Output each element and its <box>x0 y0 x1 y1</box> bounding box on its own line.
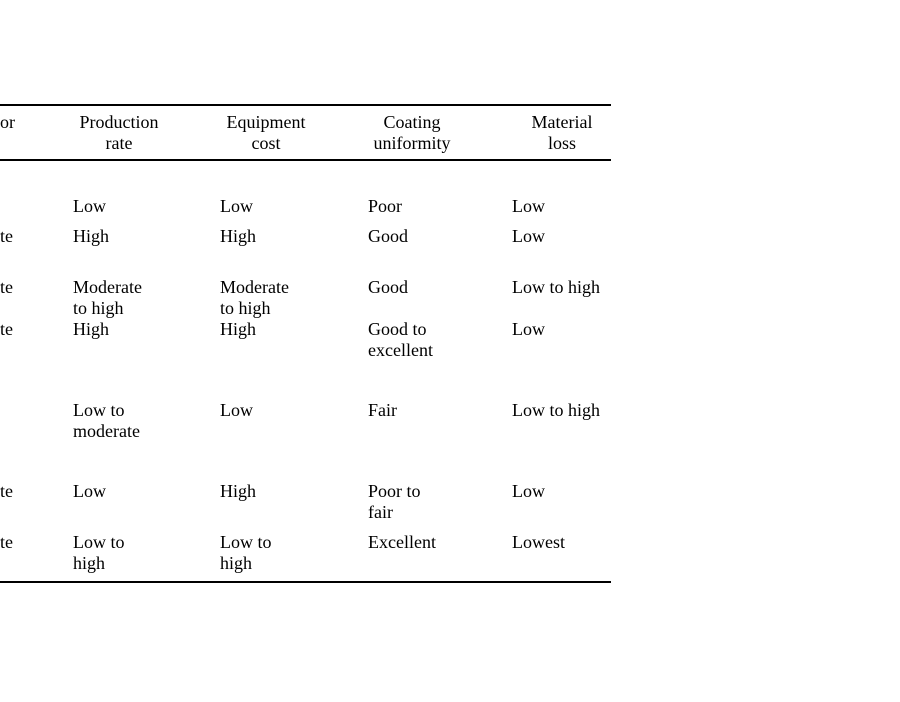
header-equipment-cost: Equipment cost <box>226 112 306 153</box>
cell-equipment-cost: Moderate to high <box>220 277 289 318</box>
cell-material-loss: Low <box>512 319 545 339</box>
table-row: te High High Good to excellent Low <box>0 319 611 361</box>
table-top-rule <box>0 104 611 106</box>
cell-labor <box>0 196 73 217</box>
cell-material-loss: Low <box>512 226 545 246</box>
table-bottom-rule <box>0 581 611 583</box>
table-row: te Low to high Low to high Excellent Low… <box>0 532 611 574</box>
cell-coating-uniformity: Fair <box>368 400 397 420</box>
cell-production-rate: High <box>73 319 109 339</box>
header-labor-fragment: or <box>0 112 15 132</box>
table-row: te Low High Poor to fair Low <box>0 481 611 523</box>
cell-material-loss: Low <box>512 196 545 216</box>
cell-equipment-cost: Low <box>220 400 253 420</box>
header-material-loss: Material loss <box>531 112 593 153</box>
cell-coating-uniformity: Good <box>368 226 408 246</box>
cell-coating-uniformity: Good <box>368 277 408 297</box>
cell-coating-uniformity: Excellent <box>368 532 436 552</box>
cell-production-rate: Low to moderate <box>73 400 140 441</box>
cell-material-loss: Low to high <box>512 277 600 297</box>
cell-material-loss: Lowest <box>512 532 565 552</box>
table-row: Low Low Poor Low <box>0 196 611 217</box>
table-row: te Moderate to high Moderate to high Goo… <box>0 277 611 319</box>
cell-labor: te <box>0 319 13 339</box>
cell-production-rate: High <box>73 226 109 246</box>
cell-production-rate: Moderate to high <box>73 277 142 318</box>
cell-labor: te <box>0 277 13 297</box>
cell-material-loss: Low to high <box>512 400 600 420</box>
table-row: te High High Good Low <box>0 226 611 247</box>
table-row: Low to moderate Low Fair Low to high <box>0 400 611 442</box>
cell-labor: te <box>0 481 13 501</box>
cell-coating-uniformity: Good to excellent <box>368 319 433 360</box>
table-header-rule <box>0 159 611 161</box>
header-coating-uniformity: Coating uniformity <box>373 112 451 153</box>
cell-labor: te <box>0 226 13 246</box>
cell-equipment-cost: High <box>220 226 256 246</box>
cell-coating-uniformity: Poor to fair <box>368 481 421 522</box>
cell-equipment-cost: High <box>220 319 256 339</box>
cell-equipment-cost: Low <box>220 196 253 216</box>
cell-equipment-cost: Low to high <box>220 532 272 573</box>
cell-labor <box>0 400 73 442</box>
cell-labor: te <box>0 532 13 552</box>
cell-equipment-cost: High <box>220 481 256 501</box>
header-production-rate: Production rate <box>79 112 159 153</box>
cell-material-loss: Low <box>512 481 545 501</box>
cell-production-rate: Low to high <box>73 532 125 573</box>
cell-production-rate: Low <box>73 481 106 501</box>
cell-production-rate: Low <box>73 196 106 216</box>
cell-coating-uniformity: Poor <box>368 196 403 216</box>
